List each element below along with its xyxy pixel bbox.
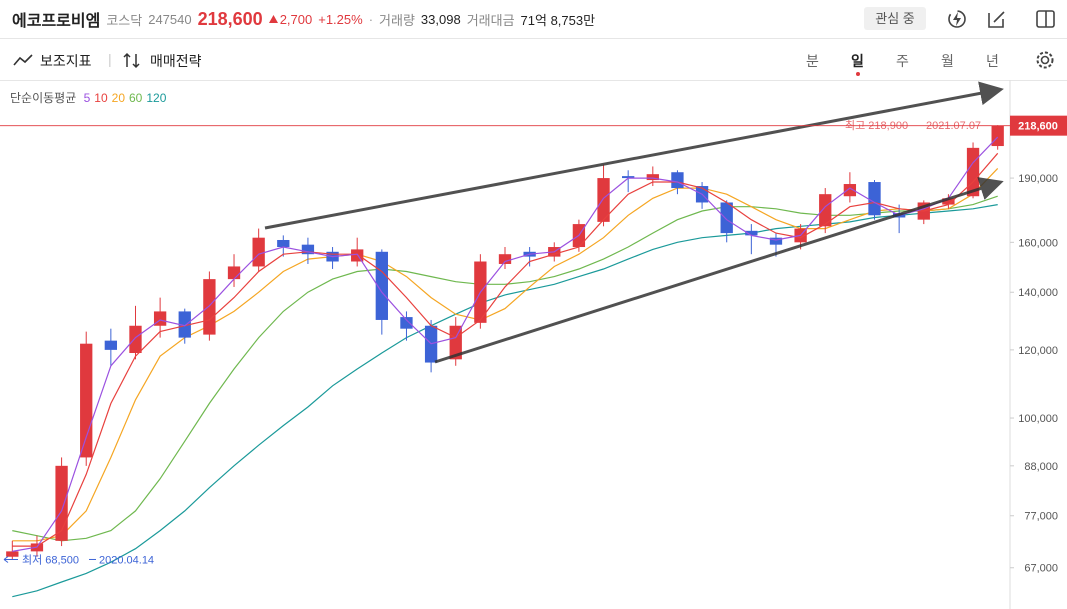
code: 247540 xyxy=(148,11,192,27)
candle-body xyxy=(868,182,881,216)
low-date: 2020.04.14 xyxy=(99,554,154,566)
current-price-label: 218,600 xyxy=(1018,121,1058,133)
y-tick-label: 190,000 xyxy=(1018,173,1058,185)
candle-body xyxy=(178,311,191,338)
moving-average-line xyxy=(12,204,998,598)
moving-average-line xyxy=(12,195,998,542)
active-dot xyxy=(856,72,860,76)
strategy-button[interactable]: 매매전략 xyxy=(150,53,202,69)
volume: 33,098 xyxy=(420,11,461,27)
candle-body xyxy=(498,254,512,264)
trend-line xyxy=(264,81,1004,230)
market: 코스닥 xyxy=(106,12,143,28)
candle-body xyxy=(942,198,955,205)
candle-body xyxy=(6,551,19,557)
legend-entry: 60 xyxy=(129,91,143,105)
candle-body xyxy=(104,340,118,350)
amount-label: 거래대금 xyxy=(466,12,515,28)
period-tab[interactable]: 월 xyxy=(941,53,954,69)
high-date: 2021.07.07 xyxy=(926,120,981,132)
change: 2,700 xyxy=(279,11,313,27)
chart: 67,000 77,000 88,000 100,000 120,000 140,000 1… xyxy=(0,80,1067,609)
period-tab[interactable]: 분 xyxy=(806,53,819,69)
candle-body xyxy=(819,194,832,227)
panel-icon[interactable] xyxy=(1035,8,1057,30)
toolbar: 보조지표 | 매매전략 분 일 주 월 년 xyxy=(0,39,1067,81)
current-price-box xyxy=(1010,115,1067,136)
moving-average-line xyxy=(12,167,999,542)
y-tick-label: 160,000 xyxy=(1018,237,1058,249)
candle-body xyxy=(991,125,1004,147)
indicator-icon xyxy=(13,54,33,66)
trend-line xyxy=(434,177,1004,364)
watch-button[interactable]: 관심 중 xyxy=(864,7,926,30)
legend-entry: 10 xyxy=(94,91,108,105)
y-tick-label: 120,000 xyxy=(1018,345,1058,357)
period-tab[interactable]: 년 xyxy=(986,53,999,69)
strategy-icon xyxy=(123,52,140,69)
lightning-icon[interactable] xyxy=(946,8,968,30)
candle-body xyxy=(55,465,68,541)
candle-body xyxy=(720,202,733,234)
candle-body xyxy=(745,230,758,236)
candle-body xyxy=(646,174,659,181)
y-tick-label: 140,000 xyxy=(1018,287,1058,299)
y-tick-label: 77,000 xyxy=(1024,511,1058,523)
candle-body xyxy=(671,172,684,189)
candle-body xyxy=(129,325,142,354)
y-tick-label: 100,000 xyxy=(1018,413,1058,425)
candle-body xyxy=(400,317,413,329)
candle-body xyxy=(622,176,635,179)
settings-icon[interactable] xyxy=(1034,49,1056,71)
legend-title: 단순이동평균 xyxy=(10,91,77,105)
indicator-button[interactable]: 보조지표 xyxy=(40,53,92,69)
low-annotation: 최저 68,500 xyxy=(22,553,79,566)
candle-body xyxy=(227,266,241,280)
volume-label: 거래량 xyxy=(379,12,415,28)
moving-average-line xyxy=(12,136,999,552)
candle-body xyxy=(252,237,265,267)
high-annotation: 최고 218,900 xyxy=(845,119,908,132)
price: 218,600 xyxy=(197,8,263,29)
period-tab[interactable]: 일 xyxy=(851,53,864,69)
header: 에코프로비엠 코스닥 247540 218,600 2,700 +1.25% ·… xyxy=(0,0,1067,39)
candle-body xyxy=(80,343,93,458)
candle-body xyxy=(769,237,783,245)
candle-body xyxy=(597,178,610,222)
legend-entry: 120 xyxy=(146,91,167,105)
amount: 71억 8,753만 xyxy=(520,12,596,28)
change-pct: +1.25% xyxy=(318,11,363,27)
candle-body xyxy=(449,325,462,360)
candle-body xyxy=(843,184,857,197)
low-arrow xyxy=(3,556,18,563)
up-icon xyxy=(268,15,278,23)
candle-body xyxy=(301,244,315,255)
moving-average-line xyxy=(12,152,999,547)
candle-body xyxy=(351,249,364,262)
candle-body xyxy=(277,239,290,248)
y-tick-label: 67,000 xyxy=(1024,563,1058,575)
legend-entry: 5 xyxy=(83,91,91,105)
stock-name: 에코프로비엠 xyxy=(12,13,101,30)
edit-icon[interactable] xyxy=(986,8,1008,30)
y-tick-label: 88,000 xyxy=(1024,461,1058,473)
period-tab[interactable]: 주 xyxy=(896,53,909,69)
legend: 단순이동평균 5 10 20 60 120 xyxy=(10,89,166,106)
legend-entry: 20 xyxy=(111,91,125,105)
candle-body xyxy=(203,279,216,335)
